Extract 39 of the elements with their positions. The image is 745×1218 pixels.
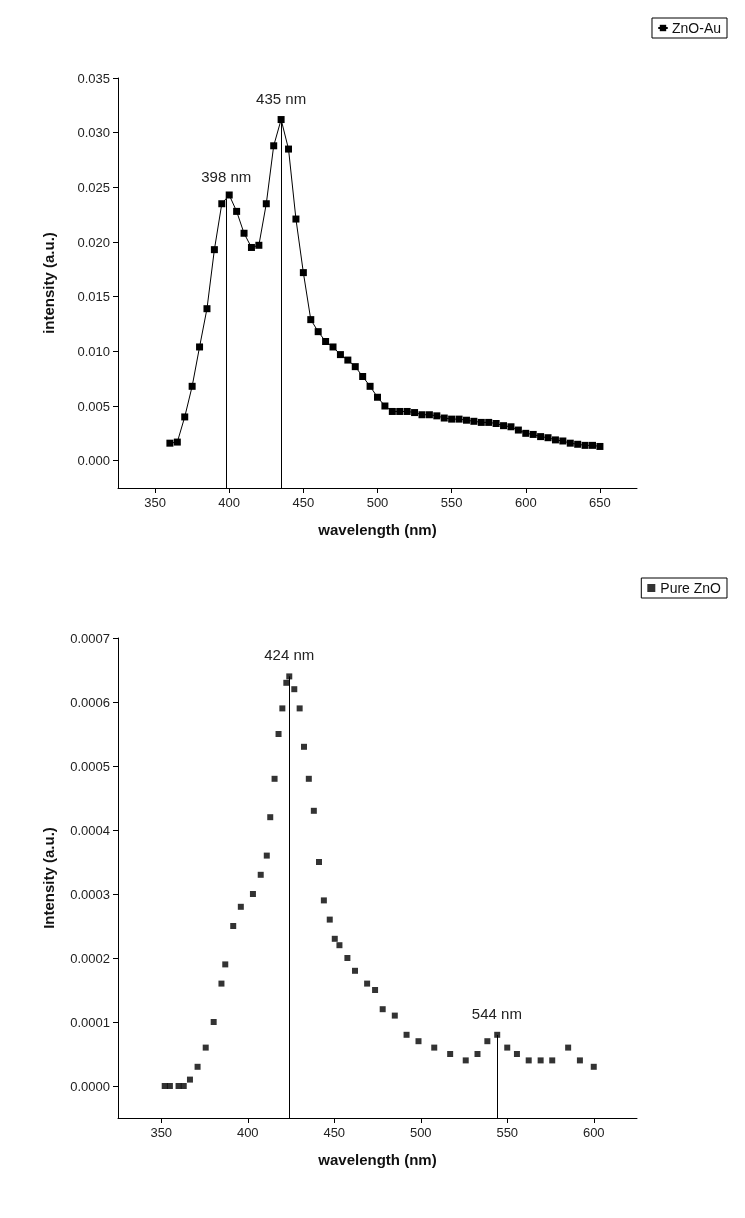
x-tick-label: 350 xyxy=(144,495,166,510)
x-axis-title: wavelength (nm) xyxy=(317,521,437,538)
y-axis-title: intensity (a.u.) xyxy=(40,232,57,334)
y-tick-label: 0.015 xyxy=(77,289,110,305)
y-tick-label: 0.0006 xyxy=(70,694,110,710)
x-tick-label: 550 xyxy=(440,495,463,510)
ref-line-label: 398 nm xyxy=(201,168,252,186)
x-tick-label: 550 xyxy=(496,1125,519,1140)
x-tick-label: 500 xyxy=(409,1125,432,1140)
legend-label: ZnO-Au xyxy=(671,20,721,36)
ref-line-label: 435 nm xyxy=(256,89,307,107)
x-tick-label: 600 xyxy=(514,495,537,510)
y-tick-label: 0.0001 xyxy=(70,1014,110,1030)
ref-line-label: 544 nm xyxy=(471,1005,522,1023)
y-tick-label: 0.035 xyxy=(77,70,110,86)
y-tick-label: 0.010 xyxy=(77,343,110,359)
x-tick-label: 450 xyxy=(292,495,315,510)
y-tick-label: 0.020 xyxy=(77,234,110,250)
x-tick-label: 400 xyxy=(236,1125,259,1140)
x-axis-title: wavelength (nm) xyxy=(317,1151,437,1168)
x-tick-label: 350 xyxy=(150,1125,173,1140)
legend-label: Pure ZnO xyxy=(660,580,722,596)
y-tick-label: 0.0002 xyxy=(70,950,110,966)
y-tick-label: 0.0000 xyxy=(70,1078,110,1094)
y-tick-label: 0.025 xyxy=(77,179,110,195)
y-tick-label: 0.0005 xyxy=(70,758,110,774)
x-tick-label: 600 xyxy=(582,1125,605,1140)
x-tick-label: 500 xyxy=(366,495,389,510)
y-tick-label: 0.0004 xyxy=(70,822,110,838)
y-tick-label: 0.005 xyxy=(77,398,110,414)
ref-line-label: 424 nm xyxy=(264,646,315,664)
x-tick-label: 650 xyxy=(589,495,611,510)
x-tick-label: 400 xyxy=(218,495,241,510)
x-tick-label: 450 xyxy=(323,1125,346,1140)
y-tick-label: 0.030 xyxy=(77,125,110,141)
y-tick-label: 0.0003 xyxy=(70,886,110,902)
y-tick-label: 0.000 xyxy=(77,453,110,469)
y-tick-label: 0.0007 xyxy=(70,630,110,646)
y-axis-title: Intensity (a.u.) xyxy=(40,827,57,929)
